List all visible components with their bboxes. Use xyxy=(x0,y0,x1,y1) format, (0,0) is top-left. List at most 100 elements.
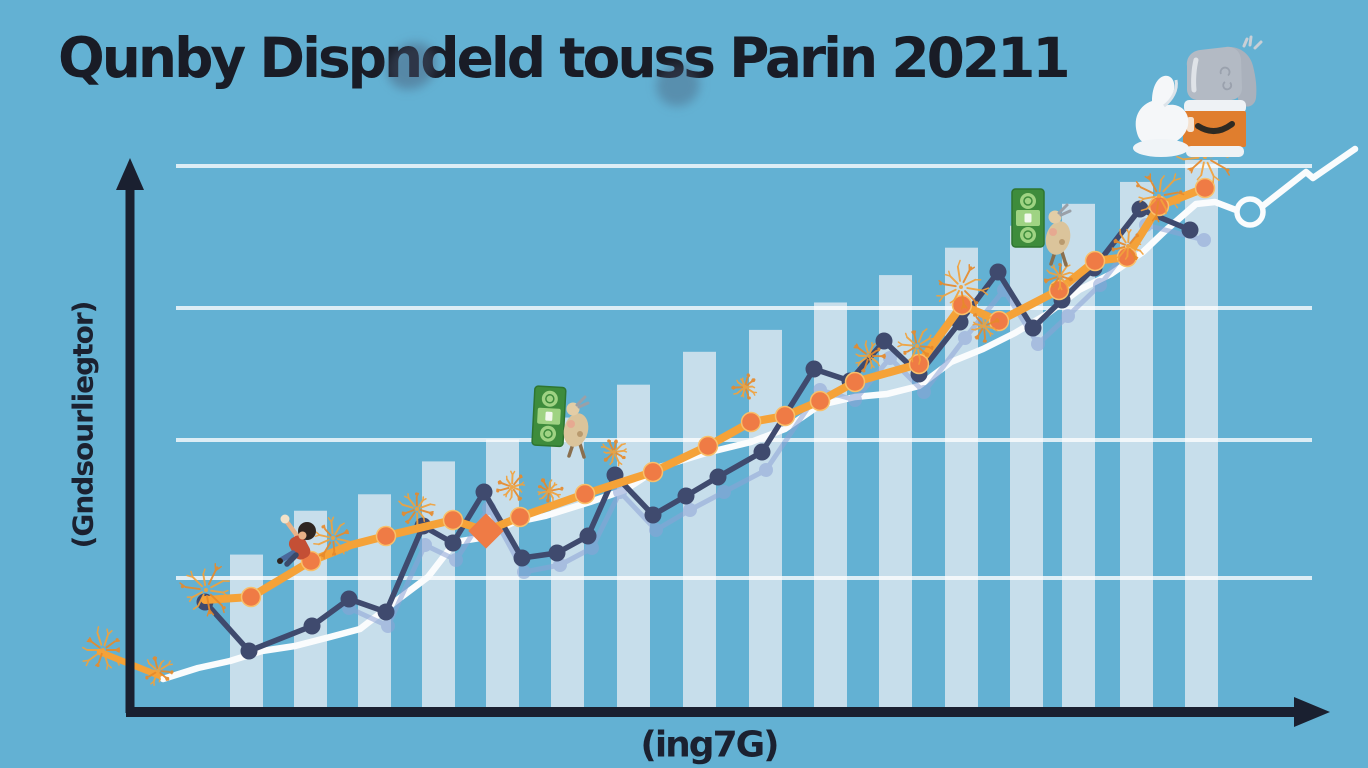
sparkle-fork xyxy=(342,548,349,552)
sparkle-dot xyxy=(930,345,934,349)
deer-leg xyxy=(1060,250,1068,267)
sparkle-icon xyxy=(936,259,990,310)
sparkle-ray xyxy=(549,484,556,491)
sparkle-ray xyxy=(1047,276,1058,281)
sparkle-ray xyxy=(906,346,916,353)
sparkle-fork xyxy=(158,678,161,683)
sparkle-fork xyxy=(398,500,404,506)
sparkle-fork xyxy=(537,491,542,496)
sparkle-fork xyxy=(222,589,229,594)
chart-title: Qunby Dispndeld touss Parin 20211 xyxy=(58,26,1071,90)
person-character xyxy=(277,514,316,567)
sparkle-ray xyxy=(1053,277,1060,285)
sparkle-ray xyxy=(1149,178,1158,193)
sparkle-ray xyxy=(197,593,205,607)
sparkle-dot xyxy=(321,553,325,558)
sparkle-dot xyxy=(973,313,977,317)
sparkle-ray xyxy=(541,486,548,492)
sparkle-fork xyxy=(202,568,206,575)
deer-leg xyxy=(578,442,586,459)
sparkle-ray xyxy=(901,343,914,347)
sparkle-ray xyxy=(615,449,625,453)
sparkle-fork xyxy=(1136,240,1141,245)
sparkle-ray xyxy=(417,499,424,508)
deer-character xyxy=(1045,203,1072,267)
marker-dot xyxy=(917,385,931,399)
marker-dot xyxy=(513,549,531,567)
sparkle-ray xyxy=(603,446,613,452)
deer-horn xyxy=(1057,203,1069,215)
sparkle-fork xyxy=(938,295,945,302)
bar-series xyxy=(230,160,1218,709)
x-axis-arrow-icon xyxy=(1294,697,1330,727)
person-hand xyxy=(280,514,290,524)
sparkle-ray xyxy=(1128,248,1136,257)
sparkle-dot xyxy=(180,585,185,589)
sparkle-fork xyxy=(1172,177,1181,182)
sparkle-fork xyxy=(981,287,990,292)
sparkle-fork xyxy=(904,332,908,339)
sparkle-ray xyxy=(96,631,103,646)
sparkle-ray xyxy=(953,289,960,302)
x-axis-label: (ing7G) xyxy=(640,724,779,766)
sparkle-ray xyxy=(210,589,224,594)
sparkle-fork xyxy=(510,470,514,476)
sparkle-fork xyxy=(106,663,112,669)
sparkle-ray xyxy=(942,283,957,288)
sparkle-ray xyxy=(335,540,344,551)
sparkle-ray xyxy=(1162,179,1175,193)
sparkle-ray xyxy=(986,325,996,330)
sparkle-ray xyxy=(330,521,334,535)
sparkle-core xyxy=(743,385,747,389)
marker-dot xyxy=(553,558,567,572)
person-face xyxy=(298,531,307,540)
money-sticker-icon xyxy=(531,385,567,448)
sparkle-ray xyxy=(956,265,962,282)
sparkle-ray xyxy=(154,659,159,669)
sparkle-ray xyxy=(1142,195,1156,200)
sparkle-fork xyxy=(327,517,333,523)
deer-spot xyxy=(1059,239,1065,245)
sparkle-ray xyxy=(547,492,550,499)
sparkle-dot xyxy=(519,474,523,478)
sparkle-core xyxy=(547,489,551,493)
sparkle-ray xyxy=(1200,161,1205,177)
sparkle-ray xyxy=(1053,267,1060,275)
sticker-coin xyxy=(540,425,557,442)
sparkle-fork xyxy=(897,343,904,348)
sparkle-ray xyxy=(744,376,749,386)
sparkle-ray xyxy=(615,452,623,458)
sparkle-dot xyxy=(541,478,545,482)
marker-dot xyxy=(642,461,664,483)
sparkle-dot xyxy=(975,336,979,340)
sparkle-icon xyxy=(313,516,355,560)
sparkle-ray xyxy=(869,345,874,354)
sparkle-ray xyxy=(960,291,965,305)
y-axis-arrow-icon xyxy=(116,158,144,190)
sparkle-ray xyxy=(106,652,118,661)
sparkle-ray xyxy=(1160,198,1167,210)
sparkle-dot xyxy=(222,606,226,610)
sparkle-icon xyxy=(1135,173,1185,223)
sparkle-ray xyxy=(152,673,158,683)
sparkle-fork xyxy=(1172,173,1177,182)
sparkle-ray xyxy=(918,347,926,354)
sparkle-ray xyxy=(407,497,416,507)
marker-dot xyxy=(574,483,596,505)
sparkle-dot xyxy=(153,656,157,660)
sparkle-ray xyxy=(90,640,101,649)
sparkle-dot xyxy=(912,330,916,334)
sparkle-fork xyxy=(957,259,961,268)
sparkle-dot xyxy=(145,676,149,680)
sparkle-dot xyxy=(497,480,501,484)
sparkle-fork xyxy=(1173,202,1179,209)
sparkle-fork xyxy=(1124,255,1129,260)
y-axis-label: (Gndsourliegtor) xyxy=(66,301,100,549)
sparkle-fork xyxy=(1046,269,1051,274)
sparkle-fork xyxy=(621,442,626,446)
sparkle-fork xyxy=(876,361,880,367)
sparkle-ray xyxy=(1145,198,1157,210)
sparkle-ray xyxy=(324,528,332,537)
sparkle-fork xyxy=(1212,175,1220,181)
sparkle-ray xyxy=(103,633,110,647)
